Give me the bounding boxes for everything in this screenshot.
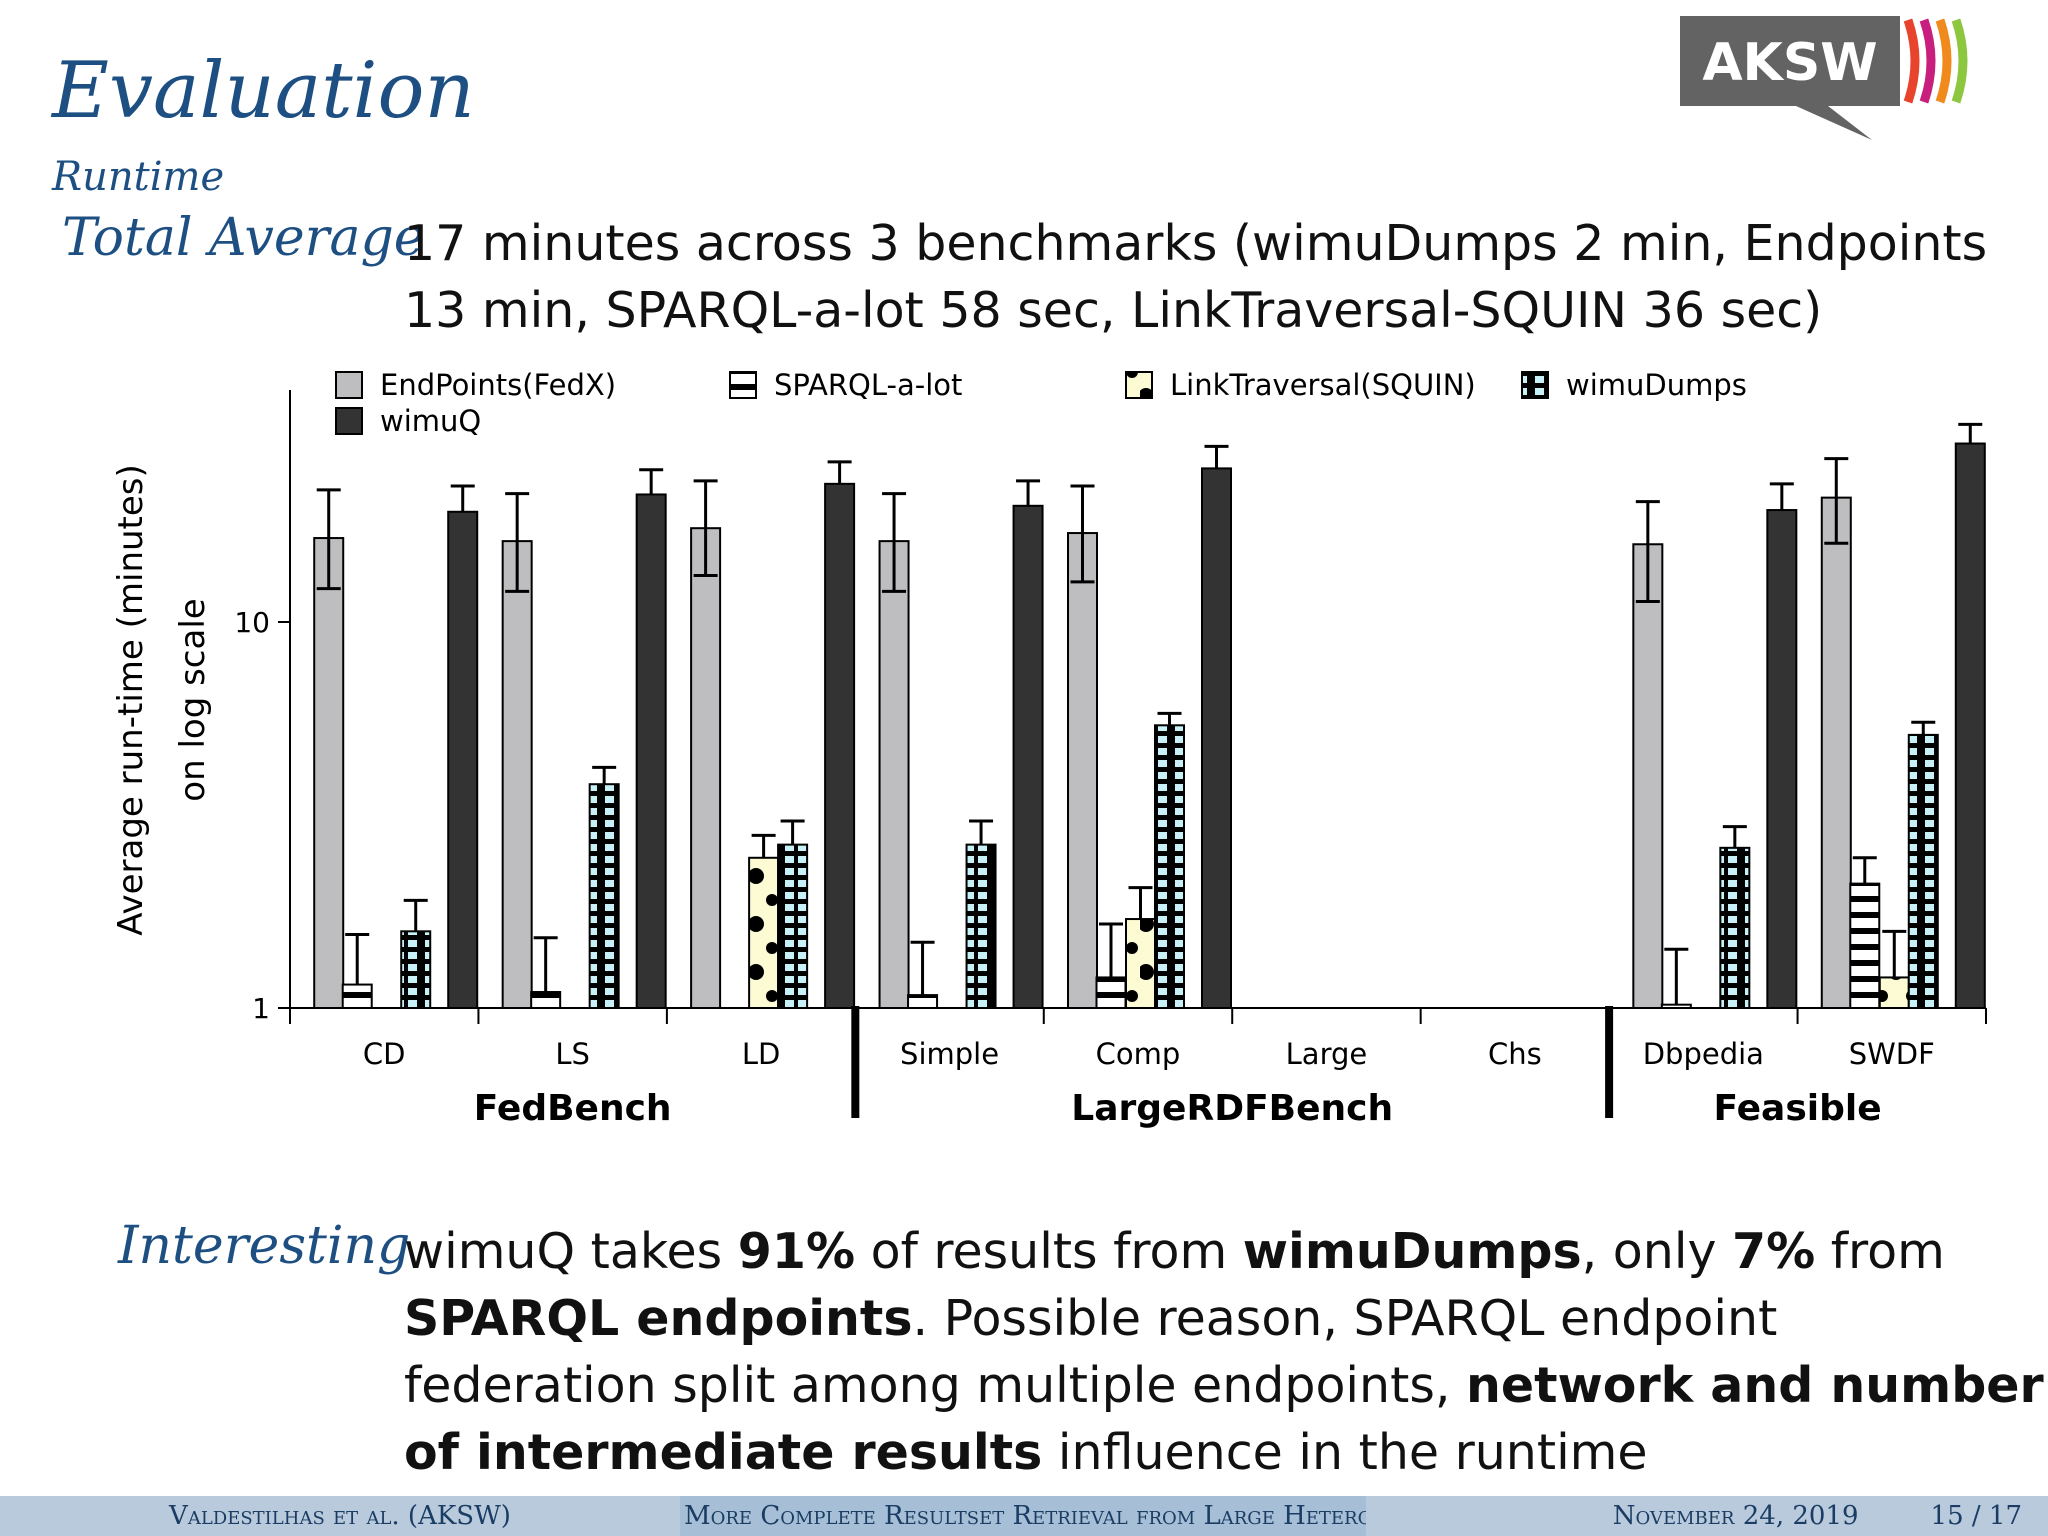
group-label-fedbench: FedBench bbox=[474, 1088, 672, 1129]
interesting-term: Interesting bbox=[118, 1216, 411, 1276]
bar-linktraversal-squin-swdf bbox=[1878, 976, 1910, 1009]
bar-linktraversal-squin-ld bbox=[748, 856, 780, 1010]
footer-bar: Valdestilhas et al. (AKSW) More Complete… bbox=[0, 1496, 2048, 1536]
footer-talk-title: More Complete Resultset Retrieval from L… bbox=[680, 1496, 1366, 1536]
bar-wimuq-dbpedia bbox=[1766, 509, 1798, 1009]
interesting-text-3: , only bbox=[1581, 1223, 1733, 1280]
legend-label-endpoints-fedx: EndPoints(FedX) bbox=[380, 368, 616, 402]
bar-wimudumps-comp bbox=[1154, 724, 1185, 1009]
bar-endpoints-fedx-dbpedia bbox=[1632, 543, 1664, 1009]
bar-wimuq-ls bbox=[635, 493, 667, 1010]
bar-sparql-a-lot-swdf bbox=[1849, 882, 1881, 1009]
legend-swatch-sparql-a-lot bbox=[729, 371, 757, 399]
total-average-line-2: 13 min, SPARQL-a-lot 58 sec, LinkTravers… bbox=[404, 282, 1823, 339]
x-tick-label-dbpedia: Dbpedia bbox=[1643, 1037, 1764, 1071]
logo-arc-red bbox=[1903, 18, 1920, 104]
x-tick-label-cd: CD bbox=[363, 1037, 406, 1071]
total-average-term: Total Average bbox=[62, 208, 425, 268]
legend-label-wimuq: wimuQ bbox=[380, 404, 481, 438]
bar-endpoints-fedx-ld bbox=[690, 527, 722, 1009]
footer-page-number: 15 / 17 bbox=[1930, 1501, 2022, 1531]
footer-date: November 24, 2019 bbox=[1612, 1501, 1859, 1531]
footer-author: Valdestilhas et al. (AKSW) bbox=[0, 1496, 680, 1536]
bar-endpoints-fedx-ls bbox=[501, 540, 533, 1009]
interesting-bold-5: network and number bbox=[1466, 1357, 2044, 1414]
y-tick-label-1: 1 bbox=[252, 992, 270, 1025]
bar-wimudumps-dbpedia bbox=[1719, 846, 1751, 1010]
runtime-bar-chart: 1 10 CD LS LD Simple Comp Large Chs Dbpedia SWDF Fe… bbox=[111, 368, 1987, 1129]
legend-swatch-endpoints-fedx bbox=[335, 371, 363, 399]
interesting-line-4: of intermediate results influence in the… bbox=[404, 1419, 1648, 1486]
interesting-text-1: wimuQ takes bbox=[404, 1223, 738, 1280]
y-axis-label-line-1: Average run-time (minutes) bbox=[111, 464, 151, 936]
interesting-bold-6: of intermediate results bbox=[404, 1424, 1043, 1481]
bar-wimudumps-cd bbox=[400, 930, 432, 1009]
x-tick-label-simple: Simple bbox=[900, 1037, 999, 1071]
bar-sparql-a-lot-comp bbox=[1095, 976, 1127, 1009]
x-tick-label-ls: LS bbox=[555, 1037, 590, 1071]
x-tick-label-large: Large bbox=[1286, 1037, 1368, 1071]
x-tick-label-ld: LD bbox=[742, 1037, 781, 1071]
bar-wimudumps-swdf bbox=[1907, 733, 1939, 1010]
bar-sparql-a-lot-ls bbox=[530, 991, 562, 1009]
aksw-logo: AKSW bbox=[1680, 16, 1968, 140]
interesting-line-3: federation split among multiple endpoint… bbox=[404, 1352, 2044, 1419]
interesting-text-6: federation split among multiple endpoint… bbox=[404, 1357, 1466, 1414]
bar-wimuq-swdf bbox=[1954, 442, 1986, 1010]
logo-speech-bubble bbox=[1680, 16, 1900, 140]
y-axis-label-line-2: on log scale bbox=[173, 598, 213, 801]
legend-swatch-wimudumps bbox=[1521, 371, 1549, 399]
bar-wimuq-simple bbox=[1012, 504, 1044, 1009]
bar-endpoints-fedx-simple bbox=[878, 540, 910, 1009]
bar-wimuq-comp bbox=[1201, 467, 1232, 1009]
footer-date-page: November 24, 2019 15 / 17 bbox=[1366, 1496, 2048, 1536]
interesting-line-2: SPARQL endpoints. Possible reason, SPARQ… bbox=[404, 1285, 1777, 1352]
bar-endpoints-fedx-cd bbox=[313, 537, 345, 1009]
interesting-text-5: . Possible reason, SPARQL endpoint bbox=[912, 1290, 1778, 1347]
legend-label-linktraversal-squin: LinkTraversal(SQUIN) bbox=[1170, 368, 1476, 402]
bar-wimudumps-ls bbox=[588, 783, 620, 1010]
interesting-bold-1: 91% bbox=[737, 1223, 856, 1280]
bar-wimudumps-ld bbox=[777, 843, 809, 1009]
group-label-feasible: Feasible bbox=[1713, 1088, 1881, 1129]
slide-title: Evaluation bbox=[52, 46, 475, 136]
interesting-text-4: from bbox=[1815, 1223, 1945, 1280]
y-tick-label-10: 10 bbox=[234, 606, 270, 639]
interesting-bold-3: 7% bbox=[1732, 1223, 1816, 1280]
logo-arc-green bbox=[1951, 18, 1968, 104]
bar-endpoints-fedx-swdf bbox=[1820, 496, 1852, 1009]
interesting-text-7: influence in the runtime bbox=[1042, 1424, 1648, 1481]
total-average-line-1: 17 minutes across 3 benchmarks (wimuDump… bbox=[404, 215, 1988, 272]
interesting-bold-2: wimuDumps bbox=[1242, 1223, 1582, 1280]
legend-label-sparql-a-lot: SPARQL-a-lot bbox=[774, 368, 962, 402]
bar-endpoints-fedx-comp bbox=[1067, 532, 1098, 1009]
bar-sparql-a-lot-cd bbox=[341, 983, 373, 1009]
interesting-line-1: wimuQ takes 91% of results from wimuDump… bbox=[404, 1218, 1945, 1285]
group-label-largerdfbench: LargeRDFBench bbox=[1071, 1088, 1393, 1129]
x-tick-label-comp: Comp bbox=[1096, 1037, 1181, 1071]
x-tick-label-swdf: SWDF bbox=[1849, 1037, 1935, 1071]
logo-arc-magenta bbox=[1919, 18, 1936, 104]
interesting-text-2: of results from bbox=[855, 1223, 1243, 1280]
x-tick-label-chs: Chs bbox=[1488, 1037, 1542, 1071]
slide-subtitle: Runtime bbox=[52, 154, 225, 200]
legend-label-wimudumps: wimuDumps bbox=[1566, 368, 1747, 402]
legend-swatch-wimuq bbox=[335, 407, 363, 435]
bar-linktraversal-squin-comp bbox=[1125, 918, 1156, 1009]
bar-wimuq-cd bbox=[447, 510, 479, 1009]
bar-sparql-a-lot-simple bbox=[907, 994, 939, 1010]
bar-wimudumps-simple bbox=[965, 843, 997, 1009]
interesting-bold-4: SPARQL endpoints bbox=[404, 1290, 913, 1347]
logo-arc-orange bbox=[1935, 18, 1952, 104]
legend-swatch-linktraversal-squin bbox=[1125, 371, 1153, 399]
bar-wimuq-ld bbox=[824, 482, 856, 1009]
logo-text: AKSW bbox=[1702, 33, 1877, 93]
